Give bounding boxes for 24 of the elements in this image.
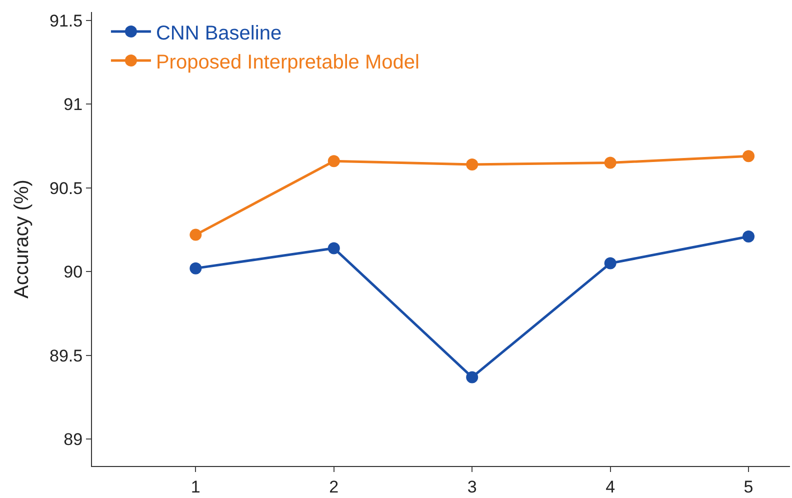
- y-tick-label: 90: [64, 262, 83, 282]
- x-tick-label: 4: [606, 477, 616, 496]
- point: [466, 158, 478, 170]
- x-tick-label: 3: [467, 477, 477, 496]
- y-tick-label: 91.5: [50, 11, 83, 30]
- y-axis-title: Accuracy (%): [11, 180, 34, 298]
- point: [190, 262, 202, 274]
- legend-label: CNN Baseline: [156, 22, 282, 44]
- y-tick-label: 91: [64, 95, 83, 114]
- point: [466, 371, 478, 384]
- y-tick-label: 89: [64, 430, 83, 450]
- y-tick-label: 89.5: [50, 346, 83, 366]
- point: [742, 230, 755, 242]
- x-tick-label: 2: [329, 477, 339, 496]
- point: [328, 242, 340, 254]
- y-tick-label: 90.5: [50, 178, 83, 198]
- point: [604, 156, 616, 169]
- point: [742, 150, 755, 162]
- point: [604, 257, 616, 270]
- x-tick-label: 1: [190, 477, 200, 496]
- point: [190, 228, 202, 241]
- point: [328, 155, 340, 168]
- legend-label: Proposed Interpretable Model: [156, 51, 420, 74]
- x-tick-label: 5: [744, 477, 754, 496]
